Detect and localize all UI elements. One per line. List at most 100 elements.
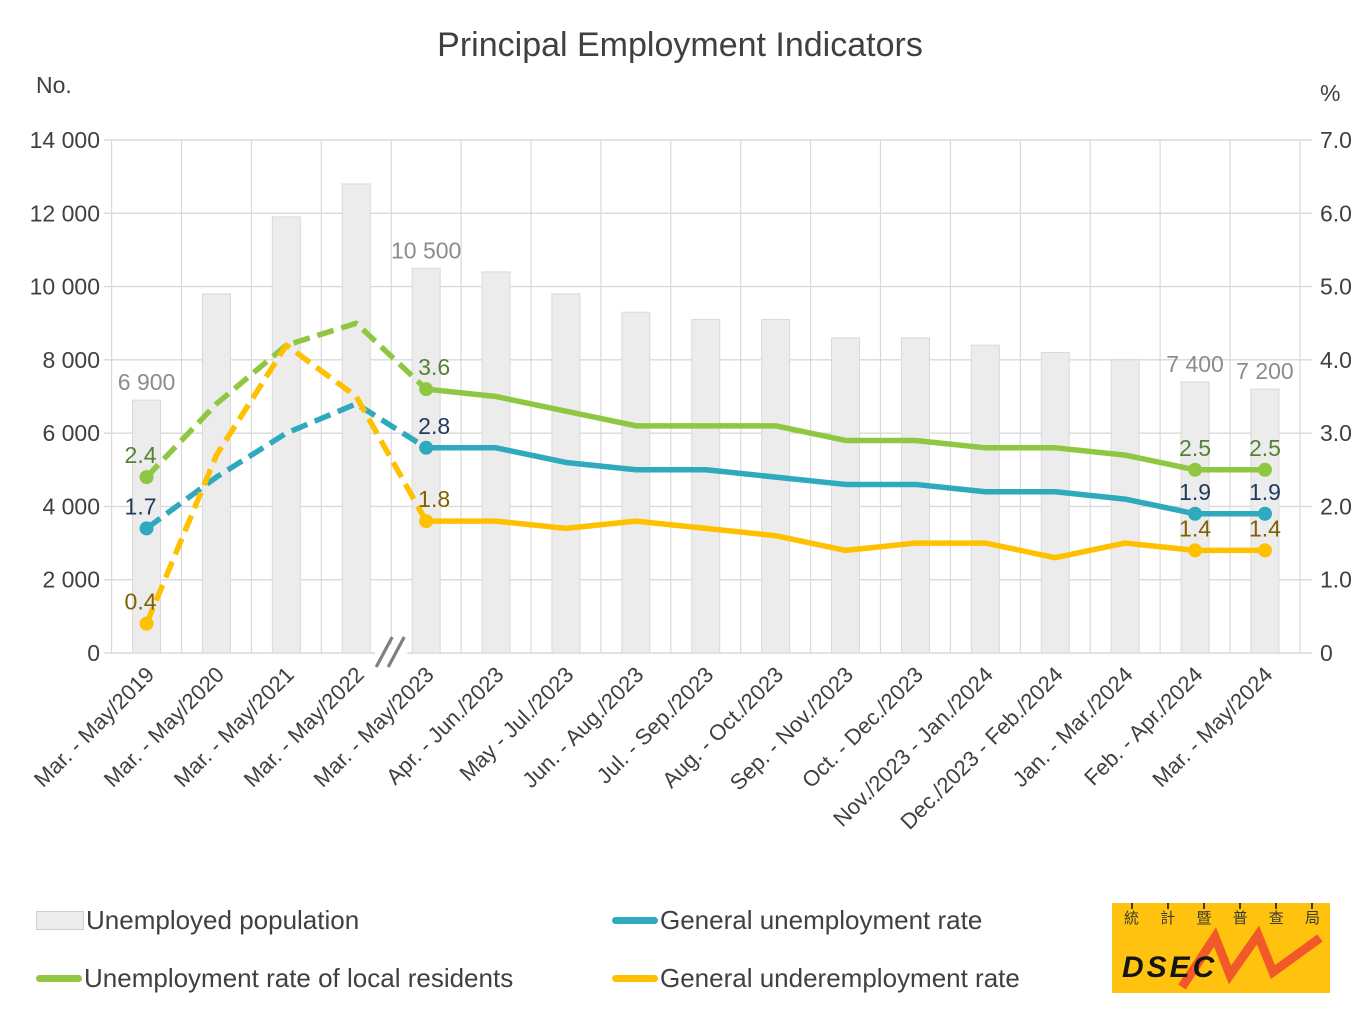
x-axis-label: Mar. - May/2024 bbox=[1147, 662, 1277, 792]
legend-item-general-unemployment-rate: General unemployment rate bbox=[612, 902, 1020, 938]
bar-data-label: 10 500 bbox=[391, 237, 461, 263]
dsec-logo: 統計暨普查局 DSEC bbox=[1112, 903, 1330, 993]
x-axis-label: Mar. - May/2022 bbox=[239, 662, 369, 792]
data-point-marker bbox=[1257, 543, 1272, 558]
line-data-label: 2.8 bbox=[418, 413, 450, 439]
x-axis-label: Aug. - Oct./2023 bbox=[657, 662, 788, 793]
bar bbox=[691, 319, 721, 654]
bar bbox=[1040, 352, 1070, 654]
zigzag-line-icon bbox=[1178, 925, 1323, 990]
data-point-marker bbox=[139, 616, 154, 631]
x-axis-label: Jan. - Mar./2024 bbox=[1008, 662, 1138, 792]
right-axis-tick-label: 0 bbox=[1320, 640, 1333, 666]
data-point-marker bbox=[1188, 506, 1203, 521]
bar-data-label: 6 900 bbox=[118, 369, 176, 395]
right-axis-unit-label: % bbox=[1320, 80, 1341, 106]
right-axis-tick-label: 3.0 bbox=[1320, 420, 1352, 446]
line-dashed-segment bbox=[144, 342, 429, 625]
data-point-marker bbox=[419, 440, 434, 455]
x-axis-label: Mar. - May/2019 bbox=[29, 662, 159, 792]
data-point-marker bbox=[1257, 506, 1272, 521]
legend-item-general-underemployment-rate: General underemployment rate bbox=[612, 960, 1020, 996]
left-axis-tick-label: 6 000 bbox=[42, 420, 100, 446]
page-title: Principal Employment Indicators bbox=[437, 26, 923, 64]
line-data-label: 1.7 bbox=[125, 493, 157, 519]
left-axis-tick-label: 12 000 bbox=[30, 200, 100, 226]
left-axis-unit-label: No. bbox=[36, 72, 72, 98]
right-axis-tick-label: 2.0 bbox=[1320, 493, 1352, 519]
right-axis-tick-label: 6.0 bbox=[1320, 200, 1352, 226]
bar bbox=[621, 311, 651, 654]
bar bbox=[411, 267, 441, 654]
line-solid-segment bbox=[426, 445, 1265, 517]
logo-character: 查 bbox=[1269, 903, 1284, 927]
line-data-label: 1.8 bbox=[418, 486, 450, 512]
line-dashed-segment bbox=[144, 401, 428, 531]
line-data-label: 2.5 bbox=[1249, 435, 1281, 461]
bar bbox=[761, 319, 791, 654]
data-point-marker bbox=[419, 382, 434, 397]
x-axis-label: Mar. - May/2020 bbox=[99, 662, 229, 792]
line-data-label: 1.4 bbox=[1249, 515, 1281, 541]
logo-character: 計 bbox=[1160, 903, 1175, 927]
legend-item-unemployment-rate-local-residents: Unemployment rate of local residents bbox=[36, 960, 612, 996]
legend-label: Unemployed population bbox=[86, 904, 360, 935]
data-point-marker bbox=[1188, 543, 1203, 558]
line-data-label: 1.4 bbox=[1179, 515, 1211, 541]
legend-item-unemployed-population: Unemployed population bbox=[36, 902, 612, 938]
legend-label: General unemployment rate bbox=[660, 904, 983, 935]
bar bbox=[341, 183, 371, 654]
line-general-unemployment-rate: 1.7 2.8 1.9 1.9 bbox=[125, 401, 1281, 536]
legend-label: Unemployment rate of local residents bbox=[84, 962, 514, 993]
data-point-marker bbox=[419, 514, 434, 529]
dsec-logo-text: DSEC bbox=[1122, 951, 1218, 984]
data-point-marker bbox=[139, 470, 154, 485]
x-axis-label: Oct. - Dec./2023 bbox=[797, 662, 928, 793]
logo-character: 暨 bbox=[1196, 903, 1211, 927]
line-solid-segment bbox=[426, 518, 1265, 561]
bar bbox=[970, 344, 1000, 654]
axis-break-mark bbox=[374, 636, 408, 668]
left-axis-tick-label: 0 bbox=[87, 640, 100, 666]
axis-break-slash bbox=[386, 636, 406, 668]
axis-break-slash bbox=[374, 636, 394, 668]
bars-unemployed-population: 6 900 10 500 7 400 7 200 bbox=[118, 183, 1294, 654]
x-axis-label: Mar. - May/2021 bbox=[169, 662, 299, 792]
bar bbox=[831, 337, 861, 654]
line-data-label: 2.4 bbox=[125, 442, 157, 468]
data-point-marker bbox=[1188, 462, 1203, 477]
left-axis-tick-label: 14 000 bbox=[30, 127, 100, 153]
line-data-label: 3.6 bbox=[418, 354, 450, 380]
left-axis-tick-label: 10 000 bbox=[30, 274, 100, 300]
right-axis-tick-label: 7.0 bbox=[1320, 127, 1352, 153]
left-axis-tick-label: 8 000 bbox=[42, 347, 100, 373]
logo-character: 局 bbox=[1305, 903, 1320, 927]
right-axis-tick-label: 4.0 bbox=[1320, 347, 1352, 373]
bar-swatch bbox=[36, 910, 84, 930]
bar-data-label: 7 200 bbox=[1236, 358, 1294, 384]
x-axis-label: Feb. - Apr./2024 bbox=[1079, 662, 1207, 790]
line-swatch bbox=[612, 974, 658, 982]
bar bbox=[1250, 388, 1280, 654]
x-axis-label: Jun. - Aug./2023 bbox=[517, 662, 648, 793]
bar bbox=[481, 271, 511, 654]
bar-data-label: 7 400 bbox=[1166, 351, 1224, 377]
x-axis-label: Apr. - Jun./2023 bbox=[381, 662, 509, 790]
data-point-marker bbox=[1257, 462, 1272, 477]
line-data-label: 0.4 bbox=[125, 589, 157, 615]
right-axis-tick-label: 5.0 bbox=[1320, 274, 1352, 300]
data-point-marker bbox=[139, 521, 154, 536]
line-data-label: 1.9 bbox=[1249, 479, 1281, 505]
right-axis-tick-label: 1.0 bbox=[1320, 567, 1352, 593]
line-unemployment-rate-of-local-residents: 2.4 3.6 2.5 2.5 bbox=[125, 320, 1281, 485]
line-data-label: 2.5 bbox=[1179, 435, 1211, 461]
line-general-underemployment-rate: 0.4 1.8 1.4 1.4 bbox=[125, 342, 1281, 631]
line-data-label: 1.9 bbox=[1179, 479, 1211, 505]
chart-legend: Unemployed population General unemployme… bbox=[36, 902, 1020, 996]
left-axis-tick-label: 4 000 bbox=[42, 493, 100, 519]
dsec-logo-chinese-name: 統計暨普查局 bbox=[1124, 903, 1320, 927]
logo-character: 普 bbox=[1233, 903, 1248, 927]
line-swatch bbox=[36, 974, 82, 982]
